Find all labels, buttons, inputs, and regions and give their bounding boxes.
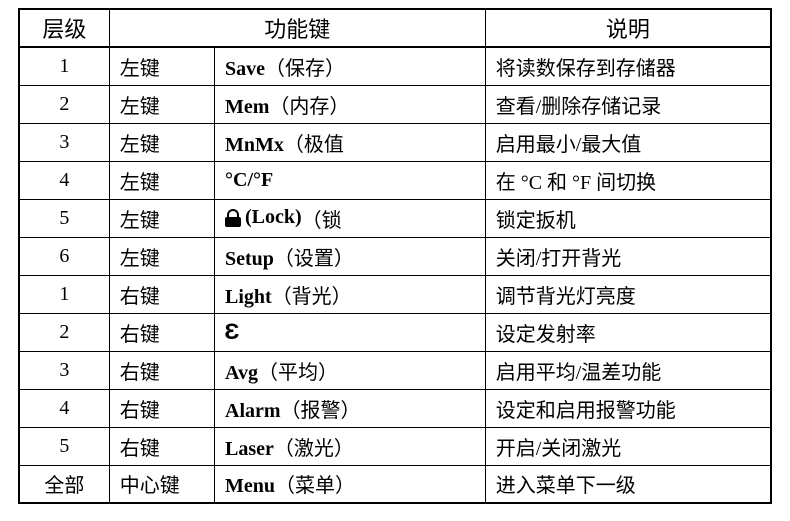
cell-desc: 启用平均/温差功能 (485, 351, 771, 389)
cell-level: 4 (19, 389, 109, 427)
cell-key: 左键 (109, 161, 214, 199)
cell-desc: 锁定扳机 (485, 199, 771, 237)
cell-desc: 设定和启用报警功能 (485, 389, 771, 427)
cell-key: 左键 (109, 47, 214, 85)
cell-level: 全部 (19, 465, 109, 503)
cell-desc: 将读数保存到存储器 (485, 47, 771, 85)
cell-key: 中心键 (109, 465, 214, 503)
cell-desc: 关闭/打开背光 (485, 237, 771, 275)
func-rest: （内存） (269, 96, 349, 118)
func-rest: （平均） (258, 362, 338, 384)
cell-func: Light（背光） (215, 275, 486, 313)
cell-key: 左键 (109, 199, 214, 237)
func-rest: （设置） (274, 248, 354, 270)
cell-func: Ɛ (215, 313, 486, 351)
cell-key: 右键 (109, 427, 214, 465)
function-key-table: 层级 功能键 说明 1左键Save（保存）将读数保存到存储器2左键Mem（内存）… (18, 8, 772, 504)
cell-func: Save（保存） (215, 47, 486, 85)
table-row: 6左键Setup（设置）关闭/打开背光 (19, 237, 771, 275)
cell-func: Alarm（报警） (215, 389, 486, 427)
cell-level: 3 (19, 123, 109, 161)
func-rest: （背光） (272, 286, 352, 308)
func-rest: （菜单） (275, 475, 355, 497)
cell-level: 5 (19, 427, 109, 465)
cell-desc: 启用最小/最大值 (485, 123, 771, 161)
table-row: 5右键Laser（激光）开启/关闭激光 (19, 427, 771, 465)
cell-desc: 进入菜单下一级 (485, 465, 771, 503)
cell-key: 左键 (109, 237, 214, 275)
func-bold: Menu (225, 475, 275, 497)
table-row: 5左键 (Lock)（锁锁定扳机 (19, 199, 771, 237)
table-row: 全部中心键Menu（菜单）进入菜单下一级 (19, 465, 771, 503)
cell-func: (Lock)（锁 (215, 199, 486, 237)
func-rest: （保存） (265, 58, 345, 80)
func-rest: （极值 (284, 134, 344, 156)
table-row: 2左键Mem（内存）查看/删除存储记录 (19, 85, 771, 123)
cell-level: 2 (19, 313, 109, 351)
cell-key: 右键 (109, 351, 214, 389)
cell-desc: 设定发射率 (485, 313, 771, 351)
cell-func: Menu（菜单） (215, 465, 486, 503)
header-funcKey: 功能键 (109, 9, 485, 47)
epsilon-icon: Ɛ (224, 319, 239, 345)
table-row: 1左键Save（保存）将读数保存到存储器 (19, 47, 771, 85)
cell-func: °C/°F (215, 161, 486, 199)
table-body: 1左键Save（保存）将读数保存到存储器2左键Mem（内存）查看/删除存储记录3… (19, 47, 771, 503)
func-bold: Light (225, 286, 272, 308)
table-row: 4右键Alarm（报警）设定和启用报警功能 (19, 389, 771, 427)
table-row: 2右键 Ɛ 设定发射率 (19, 313, 771, 351)
cell-key: 右键 (109, 389, 214, 427)
func-bold: (Lock) (245, 206, 302, 229)
func-bold: Save (225, 58, 265, 80)
cell-desc: 在 °C 和 °F 间切换 (485, 161, 771, 199)
table-row: 3右键Avg（平均）启用平均/温差功能 (19, 351, 771, 389)
func-bold: Avg (225, 362, 258, 384)
cell-key: 左键 (109, 85, 214, 123)
func-bold: Mem (225, 96, 269, 118)
cell-desc: 查看/删除存储记录 (485, 85, 771, 123)
func-bold: °C/°F (225, 169, 273, 191)
cell-level: 1 (19, 47, 109, 85)
func-bold: Laser (225, 438, 274, 460)
cell-func: Setup（设置） (215, 237, 486, 275)
func-bold: Setup (225, 248, 274, 270)
table-header-row: 层级 功能键 说明 (19, 9, 771, 47)
table-row: 3左键MnMx（极值启用最小/最大值 (19, 123, 771, 161)
header-level: 层级 (19, 9, 109, 47)
func-bold: Alarm (225, 400, 281, 422)
cell-desc: 开启/关闭激光 (485, 427, 771, 465)
cell-func: Laser（激光） (215, 427, 486, 465)
cell-key: 右键 (109, 275, 214, 313)
cell-func: MnMx（极值 (215, 123, 486, 161)
table-row: 4左键 °C/°F 在 °C 和 °F 间切换 (19, 161, 771, 199)
cell-key: 左键 (109, 123, 214, 161)
header-description: 说明 (485, 9, 771, 47)
func-rest: （锁 (302, 210, 342, 232)
cell-level: 6 (19, 237, 109, 275)
cell-level: 4 (19, 161, 109, 199)
table-row: 1右键Light（背光）调节背光灯亮度 (19, 275, 771, 313)
cell-level: 3 (19, 351, 109, 389)
cell-func: Mem（内存） (215, 85, 486, 123)
cell-level: 1 (19, 275, 109, 313)
cell-key: 右键 (109, 313, 214, 351)
cell-func: Avg（平均） (215, 351, 486, 389)
cell-level: 5 (19, 199, 109, 237)
cell-desc: 调节背光灯亮度 (485, 275, 771, 313)
func-bold: MnMx (225, 134, 284, 156)
func-rest: （报警） (281, 400, 361, 422)
func-rest: （激光） (274, 438, 354, 460)
lock-icon (225, 209, 241, 227)
cell-level: 2 (19, 85, 109, 123)
